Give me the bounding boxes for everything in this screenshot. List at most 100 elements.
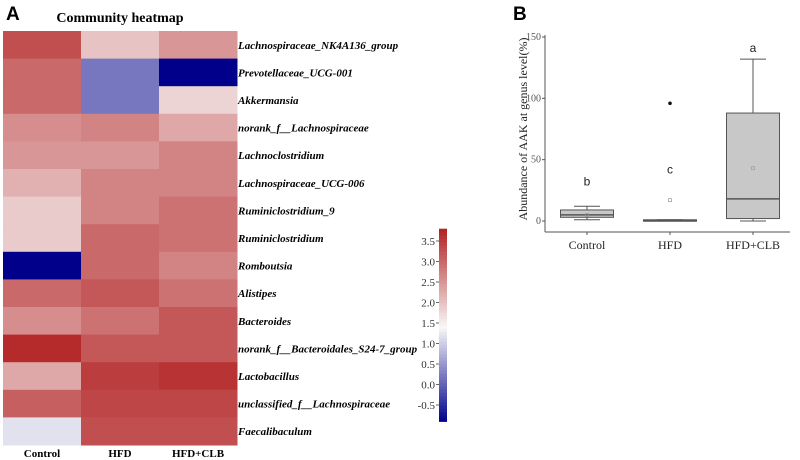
colorbar-tick-label: 2.0 bbox=[421, 298, 435, 310]
mean-marker bbox=[585, 213, 589, 217]
colorbar-segment bbox=[439, 254, 447, 259]
colorbar-segment bbox=[439, 373, 447, 377]
heatmap-cell bbox=[81, 334, 160, 363]
colorbar-tick-label: 2.5 bbox=[421, 277, 435, 289]
colorbar-tick-label: 0.0 bbox=[421, 380, 435, 392]
category-label: HFD+CLB bbox=[726, 238, 780, 252]
heatmap: Lachnospiraceae_NK4A136_group Prevotellac… bbox=[3, 31, 418, 460]
colorbar-segment bbox=[439, 321, 447, 326]
row-label: Akkermansia bbox=[237, 95, 299, 107]
heatmap-cell bbox=[3, 169, 82, 198]
heatmap-cell bbox=[159, 251, 238, 280]
significance-letter: c bbox=[667, 162, 673, 176]
heatmap-cell bbox=[3, 362, 82, 391]
colorbar-tick-label: 3.0 bbox=[421, 257, 435, 269]
colorbar-segment bbox=[439, 270, 447, 275]
row-label: Prevotellaceae_UCG-001 bbox=[238, 67, 353, 79]
colorbar-segment bbox=[439, 402, 447, 406]
colorbar-tick-label: 0.5 bbox=[421, 359, 435, 371]
row-label: Lachnoclostridium bbox=[237, 150, 325, 162]
row-label: Ruminiclostridium_9 bbox=[237, 205, 335, 217]
heatmap-cell bbox=[3, 389, 82, 418]
significance-letter: b bbox=[584, 175, 591, 189]
heatmap-cell bbox=[81, 86, 160, 115]
colorbar-tick-label: -0.5 bbox=[418, 400, 436, 412]
column-label: HFD+CLB bbox=[172, 448, 225, 460]
category-label: Control bbox=[569, 238, 606, 252]
heatmap-cell bbox=[3, 196, 82, 225]
colorbar-segment bbox=[439, 411, 447, 416]
row-label: Bacteroides bbox=[237, 316, 291, 328]
outlier-point bbox=[668, 101, 672, 106]
significance-letter: a bbox=[750, 41, 757, 55]
heatmap-cell bbox=[81, 417, 160, 446]
colorbar-segment bbox=[439, 299, 447, 304]
colorbar-segment bbox=[439, 334, 447, 339]
heatmap-cell bbox=[3, 86, 82, 115]
colorbar-segment bbox=[439, 247, 447, 252]
heatmap-cell bbox=[3, 141, 82, 170]
colorbar-segment bbox=[439, 283, 447, 288]
mean-marker bbox=[751, 166, 755, 171]
colorbar-segment bbox=[439, 318, 447, 323]
heatmap-cell bbox=[159, 86, 238, 115]
heatmap-cell bbox=[3, 251, 82, 280]
heatmap-cell bbox=[3, 58, 82, 87]
colorbar-segment bbox=[439, 289, 447, 294]
heatmap-cell bbox=[81, 196, 160, 225]
heatmap-cell bbox=[81, 389, 160, 418]
colorbar-segment bbox=[439, 235, 447, 239]
colorbar-segment bbox=[439, 267, 447, 271]
colorbar-segment bbox=[439, 257, 447, 262]
heatmap-cell bbox=[3, 334, 82, 363]
row-label: norank_f__Bacteroidales_S24-7_group bbox=[238, 343, 418, 355]
colorbar-segment bbox=[439, 328, 447, 332]
heatmap-cell bbox=[81, 141, 160, 170]
heatmap-cell bbox=[159, 58, 238, 87]
row-label: Alistipes bbox=[237, 288, 277, 300]
heatmap-cell bbox=[159, 141, 238, 170]
colorbar-segment bbox=[439, 370, 447, 374]
colorbar: 3.5 3.0 2.5 2.0 1.5 1.0 0.5 0.0 -0.5 bbox=[418, 228, 447, 422]
colorbar-segment bbox=[439, 341, 447, 345]
heatmap-cell bbox=[159, 196, 238, 225]
heatmap-cell bbox=[81, 169, 160, 198]
colorbar-segment bbox=[439, 408, 447, 413]
colorbar-tick-label: 1.5 bbox=[421, 318, 435, 330]
colorbar-segment bbox=[439, 379, 447, 384]
heatmap-cell bbox=[159, 31, 238, 60]
row-label: Romboutsia bbox=[237, 261, 293, 273]
category-label: HFD bbox=[658, 238, 682, 252]
heatmap-title: Community heatmap bbox=[56, 11, 183, 26]
colorbar-segment bbox=[439, 280, 447, 284]
colorbar-segment bbox=[439, 386, 447, 390]
heatmap-cell bbox=[159, 417, 238, 446]
colorbar-tick-label: 1.0 bbox=[421, 339, 435, 351]
heatmap-cell bbox=[81, 362, 160, 391]
row-label: norank_f__Lachnospiraceae bbox=[238, 123, 369, 135]
y-axis-label: Abundance of AAK at genus level(%) bbox=[516, 38, 530, 221]
colorbar-segment bbox=[439, 389, 447, 393]
heatmap-cell bbox=[159, 334, 238, 363]
column-label: HFD bbox=[108, 448, 131, 460]
colorbar-segment bbox=[439, 231, 447, 236]
heatmap-cell bbox=[159, 389, 238, 418]
panel-a-label: A bbox=[6, 4, 20, 25]
y-tick-label: 0 bbox=[536, 216, 541, 227]
row-label: Lactobacillus bbox=[237, 371, 299, 383]
heatmap-cell bbox=[159, 307, 238, 336]
mean-marker bbox=[668, 198, 672, 202]
heatmap-cell bbox=[159, 224, 238, 253]
colorbar-segment bbox=[439, 366, 447, 371]
colorbar-segment bbox=[439, 405, 447, 410]
column-label: Control bbox=[24, 448, 60, 460]
colorbar-segment bbox=[439, 392, 447, 397]
colorbar-segment bbox=[439, 296, 447, 300]
colorbar-segment bbox=[439, 238, 447, 243]
colorbar-segment bbox=[439, 292, 447, 297]
panel-b-label: B bbox=[513, 4, 527, 25]
colorbar-tick-label: 3.5 bbox=[421, 236, 435, 248]
colorbar-segment bbox=[439, 308, 447, 313]
